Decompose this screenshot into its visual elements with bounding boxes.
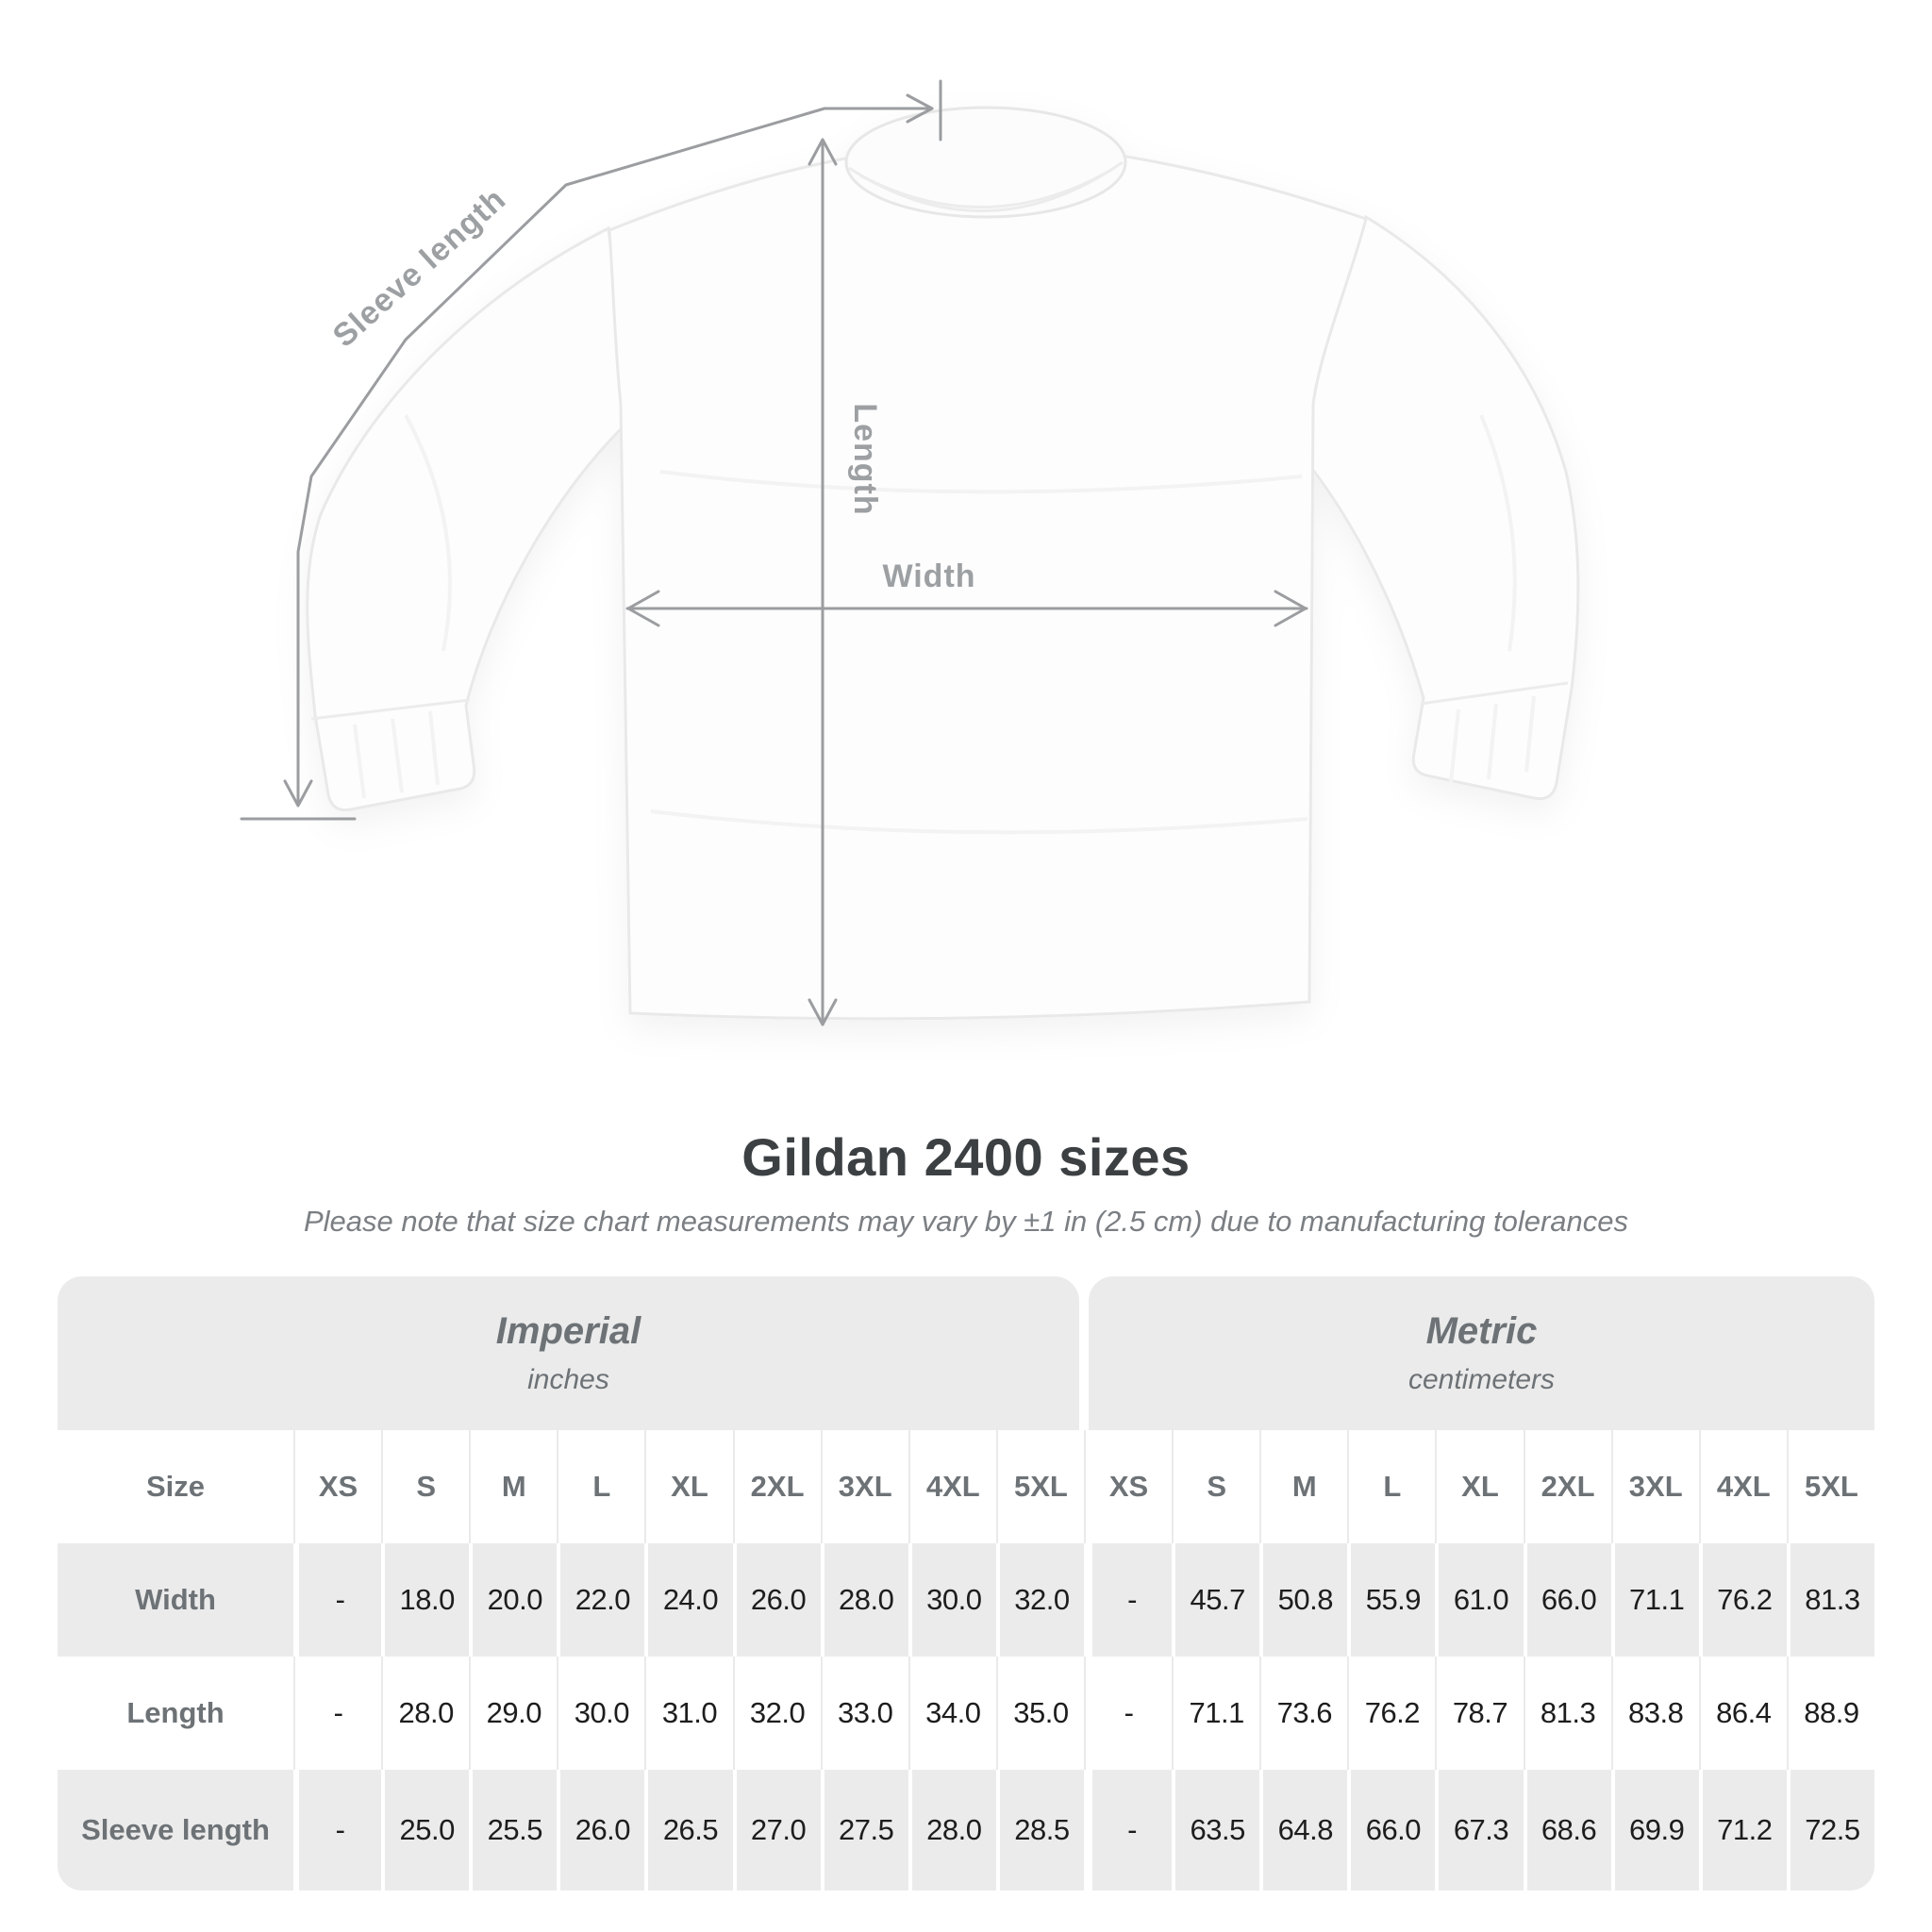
- size-value-cell: 26.0: [557, 1770, 645, 1890]
- shirt-measurement-diagram: Sleeve length Length Width: [240, 79, 1580, 1026]
- size-value-cell: 61.0: [1435, 1543, 1524, 1657]
- shirt-illustration: [306, 106, 1580, 1021]
- size-value-cell: 28.0: [908, 1770, 996, 1890]
- size-value-cell: 71.2: [1698, 1770, 1787, 1890]
- imperial-band-unit: inches: [527, 1364, 609, 1395]
- size-value-cell: 67.3: [1435, 1770, 1524, 1890]
- metric-band: Metric centimeters: [1089, 1276, 1874, 1430]
- size-value-cell: 26.0: [732, 1543, 821, 1657]
- size-column-header: 4XL: [1698, 1430, 1787, 1543]
- size-value-cell: 72.5: [1786, 1770, 1874, 1890]
- width-label: Width: [882, 558, 975, 594]
- size-column-header: 2XL: [732, 1430, 821, 1543]
- size-value-cell: 32.0: [732, 1657, 821, 1770]
- size-value-cell: 34.0: [908, 1657, 996, 1770]
- size-value-cell: 31.0: [644, 1657, 733, 1770]
- imperial-band-title: Imperial: [495, 1310, 641, 1352]
- size-value-cell: 28.5: [995, 1770, 1084, 1890]
- width-measure-line: [625, 590, 1308, 627]
- size-column-header: XS: [1084, 1430, 1173, 1543]
- size-value-cell: 64.8: [1259, 1770, 1348, 1890]
- row-label-sleeve-length: Sleeve length: [58, 1770, 293, 1890]
- sleeve-length-measure-line: [240, 79, 942, 821]
- size-column-header: 4XL: [908, 1430, 996, 1543]
- size-value-cell: 30.0: [557, 1657, 645, 1770]
- size-column-label: Size: [58, 1430, 293, 1543]
- size-value-cell: 35.0: [995, 1657, 1084, 1770]
- size-value-cell: -: [293, 1770, 382, 1890]
- size-value-cell: 66.0: [1347, 1770, 1436, 1890]
- shirt-left-sleeve: [306, 225, 632, 812]
- size-column-header: S: [1172, 1430, 1260, 1543]
- size-column-header: L: [557, 1430, 645, 1543]
- shirt-right-sleeve: [1272, 214, 1580, 801]
- size-value-cell: 28.0: [381, 1657, 470, 1770]
- size-column-header: 2XL: [1523, 1430, 1611, 1543]
- size-value-cell: 68.6: [1523, 1770, 1611, 1890]
- size-column-header: L: [1347, 1430, 1436, 1543]
- size-value-cell: 66.0: [1523, 1543, 1611, 1657]
- size-value-cell: 86.4: [1698, 1657, 1787, 1770]
- size-value-cell: -: [1084, 1657, 1173, 1770]
- size-column-header: M: [469, 1430, 558, 1543]
- shirt-body: [608, 142, 1368, 1021]
- size-value-cell: 18.0: [381, 1543, 470, 1657]
- size-value-cell: -: [1084, 1543, 1173, 1657]
- size-value-cell: 27.0: [732, 1770, 821, 1890]
- size-value-cell: 81.3: [1523, 1657, 1611, 1770]
- size-value-cell: 63.5: [1172, 1770, 1260, 1890]
- size-column-header: 5XL: [1786, 1430, 1874, 1543]
- size-value-cell: 24.0: [644, 1543, 733, 1657]
- size-value-cell: 69.9: [1610, 1770, 1699, 1890]
- size-value-cell: -: [293, 1657, 382, 1770]
- size-value-cell: 26.5: [644, 1770, 733, 1890]
- size-value-cell: 22.0: [557, 1543, 645, 1657]
- size-value-cell: 50.8: [1259, 1543, 1348, 1657]
- size-value-cell: 27.5: [820, 1770, 908, 1890]
- size-value-cell: 78.7: [1435, 1657, 1524, 1770]
- size-column-header: XS: [293, 1430, 382, 1543]
- size-value-cell: 73.6: [1259, 1657, 1348, 1770]
- size-value-cell: 76.2: [1698, 1543, 1787, 1657]
- size-value-cell: 76.2: [1347, 1657, 1436, 1770]
- size-value-cell: 29.0: [469, 1657, 558, 1770]
- page-title: Gildan 2400 sizes: [741, 1127, 1191, 1187]
- length-label: Length: [847, 403, 883, 515]
- size-value-cell: 25.0: [381, 1770, 470, 1890]
- size-column-header: S: [381, 1430, 470, 1543]
- imperial-band: Imperial inches: [58, 1276, 1079, 1430]
- size-value-cell: 32.0: [995, 1543, 1084, 1657]
- metric-band-title: Metric: [1425, 1310, 1538, 1352]
- size-value-cell: 81.3: [1786, 1543, 1874, 1657]
- size-value-cell: 88.9: [1786, 1657, 1874, 1770]
- page-subtitle: Please note that size chart measurements…: [303, 1205, 1629, 1238]
- size-value-cell: 71.1: [1172, 1657, 1260, 1770]
- shirt-collar: [844, 106, 1127, 219]
- size-table: Imperial inches Metric centimeters Size …: [58, 1276, 1874, 1890]
- length-measure-line: [808, 138, 838, 1026]
- size-value-cell: 28.0: [820, 1543, 908, 1657]
- size-column-header: 3XL: [1610, 1430, 1699, 1543]
- size-value-cell: 71.1: [1610, 1543, 1699, 1657]
- size-value-cell: 83.8: [1610, 1657, 1699, 1770]
- row-label-length: Length: [58, 1657, 293, 1770]
- size-value-cell: 55.9: [1347, 1543, 1436, 1657]
- size-column-header: XL: [644, 1430, 733, 1543]
- size-column-header: 5XL: [995, 1430, 1084, 1543]
- size-value-cell: -: [1084, 1770, 1173, 1890]
- size-column-header: 3XL: [820, 1430, 908, 1543]
- row-label-width: Width: [58, 1543, 293, 1657]
- size-value-cell: 33.0: [820, 1657, 908, 1770]
- size-column-header: M: [1259, 1430, 1348, 1543]
- size-column-header: XL: [1435, 1430, 1524, 1543]
- size-value-cell: 20.0: [469, 1543, 558, 1657]
- size-value-cell: -: [293, 1543, 382, 1657]
- size-value-cell: 30.0: [908, 1543, 996, 1657]
- metric-band-unit: centimeters: [1407, 1364, 1556, 1395]
- size-value-cell: 25.5: [469, 1770, 558, 1890]
- size-value-cell: 45.7: [1172, 1543, 1260, 1657]
